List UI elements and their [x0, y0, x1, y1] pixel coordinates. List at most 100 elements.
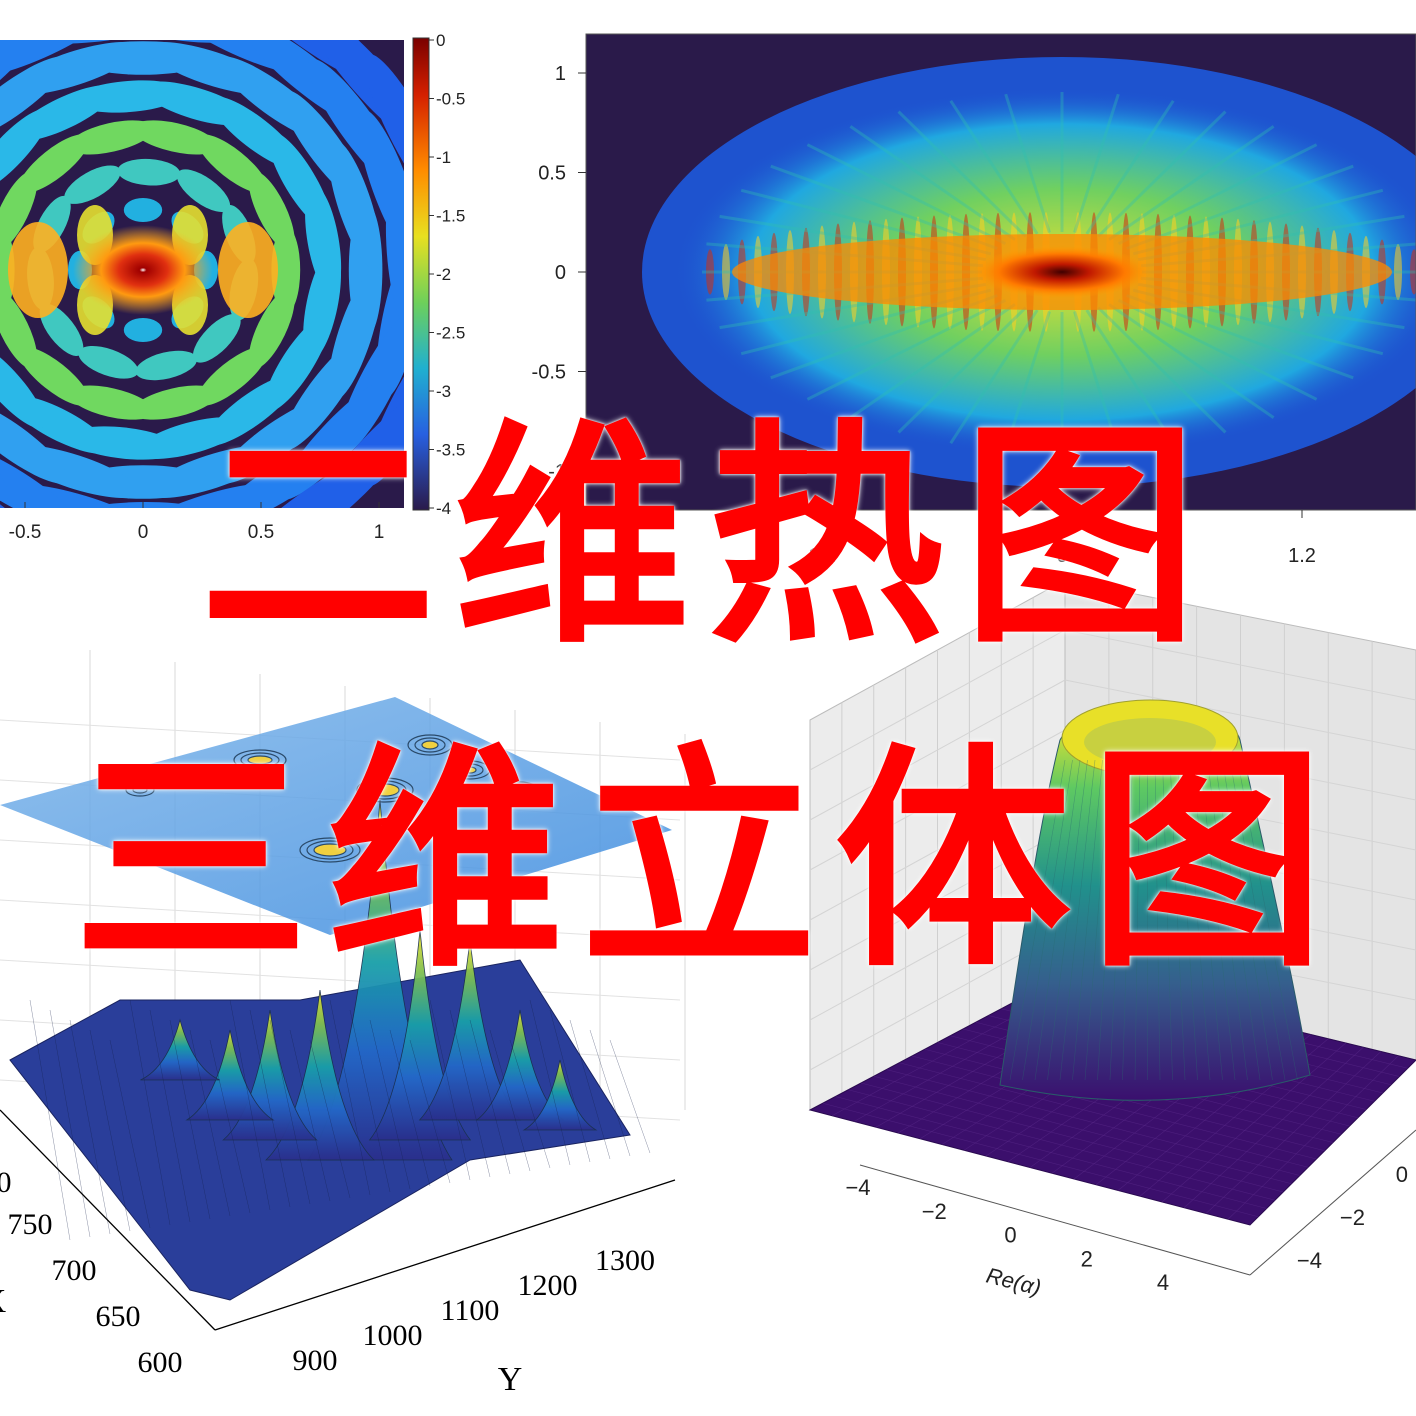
radial-streak — [949, 99, 1039, 235]
ring-lobe — [78, 346, 139, 379]
radial-streak — [1004, 93, 1051, 233]
x-tick-label: 1 — [374, 522, 385, 543]
radial-streak — [1117, 298, 1318, 401]
radial-streak — [897, 110, 1027, 238]
crater-mesh-line — [1222, 759, 1273, 1081]
contour-ring — [508, 784, 532, 796]
contour-ring — [240, 752, 280, 768]
mesh-line — [569, 1019, 611, 1160]
surface-bottom-left: 600 650 700 750 0 900 1000 1100 1200 1300 Y X — [0, 650, 686, 1398]
grid-line — [809, 879, 1066, 1021]
ring-lobe — [68, 385, 154, 420]
ring-lobe — [0, 342, 45, 429]
y-tick-label: -1 — [548, 461, 566, 483]
surface-bottom-right: −4 −2 0 2 4 0 −2 −4 Re(α) — [808, 579, 1416, 1300]
colorbar-ticks: 0 -0.5 -1 -1.5 -2 -2.5 -3 -3.5 -4 — [429, 31, 465, 518]
colorbar-tick-label: -4 — [436, 499, 451, 518]
re-axis-line — [859, 1164, 1251, 1276]
x-tick-label: −4 — [845, 1175, 870, 1200]
mesh-line — [149, 1009, 191, 1223]
y-tick-label: −4 — [1297, 1248, 1322, 1273]
y-tick-label: 900 — [293, 1344, 338, 1377]
colorbar-tick-label: -0.5 — [436, 90, 465, 109]
ring-lobe — [117, 158, 181, 186]
ring-lobe — [248, 171, 295, 251]
contour-ring — [370, 783, 400, 797]
contour-ring — [421, 740, 439, 750]
bright-lobe — [218, 222, 278, 318]
radial-streak — [806, 143, 1007, 246]
radial-streak — [770, 164, 998, 250]
ring-lobe — [385, 171, 404, 332]
mesh-line — [1161, 1042, 1346, 1203]
colorbar: 0 -0.5 -1 -1.5 -2 -2.5 -3 -3.5 -4 — [412, 31, 465, 518]
x-tick-label: -0.5 — [9, 522, 42, 543]
y-tick-label: 1 — [555, 63, 566, 85]
contour-ring — [363, 780, 407, 800]
mesh-line — [189, 1029, 231, 1217]
mesh-line — [589, 1029, 631, 1157]
crater-mesh-line — [1122, 759, 1133, 1081]
mesh-line — [1183, 1047, 1364, 1208]
colorbar-tick-label: -2 — [436, 265, 451, 284]
mesh-line — [389, 1029, 431, 1187]
ring-lobe — [176, 169, 231, 213]
crater-mesh-line — [1192, 759, 1223, 1081]
contour-ring — [306, 840, 354, 860]
grid-line — [809, 729, 1066, 871]
fringe — [1394, 244, 1402, 300]
mesh-line — [429, 999, 471, 1181]
x-axis-label: X — [0, 1283, 6, 1320]
ring-lobe — [64, 165, 121, 204]
crater-mesh-line — [1134, 759, 1141, 1081]
crater-inner — [1084, 718, 1216, 766]
y-tick-label: −2 — [1340, 1205, 1365, 1230]
x-tick-label: 0 — [1004, 1223, 1016, 1248]
contour-ring — [515, 787, 525, 793]
ring-lobe — [138, 482, 293, 508]
ring-lobe — [0, 226, 15, 314]
mesh-line — [109, 1039, 151, 1229]
fringe — [722, 244, 730, 300]
x-tick-label: 750 — [8, 1208, 53, 1241]
bright-lobe — [8, 222, 68, 318]
x-tick-label: 4 — [1157, 1270, 1169, 1295]
ring-lobe — [271, 226, 301, 314]
radial-streak — [1073, 93, 1120, 233]
heatmap-top-right-x-axis: 1.2 0 1.2 — [808, 510, 1316, 567]
crater-mesh-line — [1169, 759, 1186, 1081]
y-tick-label: 1200 — [518, 1269, 578, 1302]
ring-lobe — [364, 54, 404, 219]
contour-ring — [456, 763, 484, 777]
surface-peak — [185, 1029, 275, 1121]
radial-streak — [949, 309, 1039, 445]
crater-surface — [999, 699, 1311, 1101]
mesh-line — [269, 1019, 311, 1205]
heatmap-top-right-field — [586, 34, 1416, 510]
mesh-line — [69, 1019, 111, 1235]
grid-line — [809, 679, 1066, 821]
ring-lobe — [123, 198, 163, 222]
mesh-line — [209, 1039, 251, 1214]
x-tick-label: 700 — [52, 1254, 97, 1287]
fringe — [1410, 249, 1416, 295]
x-tick-label: 600 — [138, 1346, 183, 1379]
crater-mesh-line — [1072, 759, 1103, 1081]
grid-line — [809, 629, 1066, 771]
contour-ring — [463, 766, 477, 774]
y-tick-label: 0 — [1396, 1162, 1408, 1187]
surface-peak — [522, 1059, 598, 1131]
heatmap-top-left: -0.5 0 0.5 1 0 -0.5 -1 -1.5 -2 -2.5 -3 -3.5 -4 — [0, 31, 465, 543]
colorbar-tick-label: -1.5 — [436, 207, 465, 226]
mesh-line — [229, 999, 271, 1211]
crater-mesh-line — [1034, 759, 1081, 1081]
y-tick-label: 0 — [555, 262, 566, 284]
heatmap-top-right-center-spot — [972, 246, 1152, 298]
crater-mesh-line — [1009, 759, 1066, 1081]
radial-streak — [849, 125, 1016, 241]
ring-lobe — [123, 318, 163, 342]
mesh-line — [49, 1009, 91, 1238]
ring-lobe — [305, 185, 342, 296]
grid-line — [809, 779, 1066, 921]
